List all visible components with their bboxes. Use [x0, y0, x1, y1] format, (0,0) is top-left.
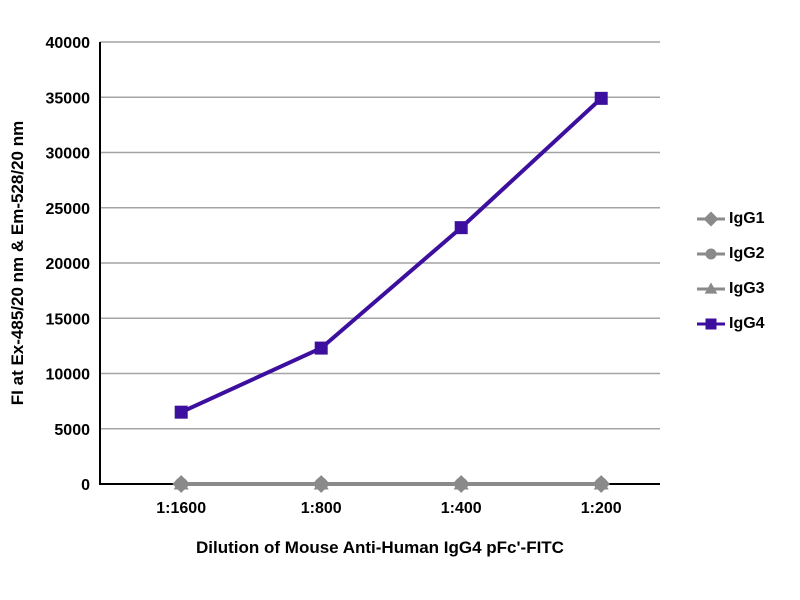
circle-marker-IgG2 [705, 248, 717, 260]
legend: IgG1 IgG2 IgG3 IgG4 [696, 208, 765, 335]
y-tick-label: 15000 [46, 311, 91, 328]
x-axis-label: Dilution of Mouse Anti-Human IgG4 pFc'-F… [196, 538, 564, 557]
y-tick-label: 0 [81, 477, 90, 494]
square-marker-IgG4 [454, 221, 468, 235]
tick-layer: 0 5000 10000 15000 20000 25000 30000 35000 40000… [46, 35, 622, 517]
square-marker-IgG4 [314, 341, 328, 355]
y-tick-label: 5000 [54, 422, 90, 439]
y-tick-label: 35000 [46, 90, 91, 107]
x-tick-label: 1:1600 [156, 500, 206, 517]
series-line-IgG4 [179, 96, 604, 415]
y-axis-label: FI at Ex-485/20 nm & Em-528/20 nm [8, 121, 27, 405]
x-tick-label: 1:200 [581, 500, 622, 517]
legend-item-IgG1: IgG1 [696, 208, 765, 230]
legend-item-IgG4: IgG4 [696, 313, 765, 335]
square-marker-IgG4 [705, 318, 717, 330]
square-marker-IgG4 [174, 405, 188, 419]
square-marker-IgG4 [594, 91, 608, 105]
series-layer [172, 91, 611, 493]
y-tick-label: 10000 [46, 367, 91, 384]
square-icon [697, 318, 725, 330]
y-tick-label: 25000 [46, 201, 91, 218]
y-tick-label: 20000 [46, 256, 91, 273]
y-tick-label: 30000 [46, 146, 91, 163]
legend-label: IgG2 [729, 245, 765, 262]
x-tick-label: 1:400 [441, 500, 482, 517]
circle-icon [697, 248, 725, 260]
triangle-marker-IgG3 [704, 282, 718, 294]
legend-item-IgG2: IgG2 [696, 243, 765, 265]
triangle-marker-IgG3 [453, 476, 469, 490]
legend-label: IgG3 [729, 280, 765, 297]
diamond-icon [697, 211, 725, 227]
x-tick-label: 1:800 [301, 500, 342, 517]
legend-label: IgG4 [729, 315, 765, 332]
legend-item-IgG3: IgG3 [696, 278, 765, 300]
y-tick-label: 40000 [46, 35, 91, 52]
triangle-icon [697, 282, 725, 294]
diamond-marker-IgG1 [703, 211, 719, 227]
triangle-marker-IgG3 [313, 476, 329, 490]
triangle-marker-IgG3 [593, 476, 609, 490]
triangle-marker-IgG3 [173, 476, 189, 490]
legend-label: IgG1 [729, 210, 765, 227]
